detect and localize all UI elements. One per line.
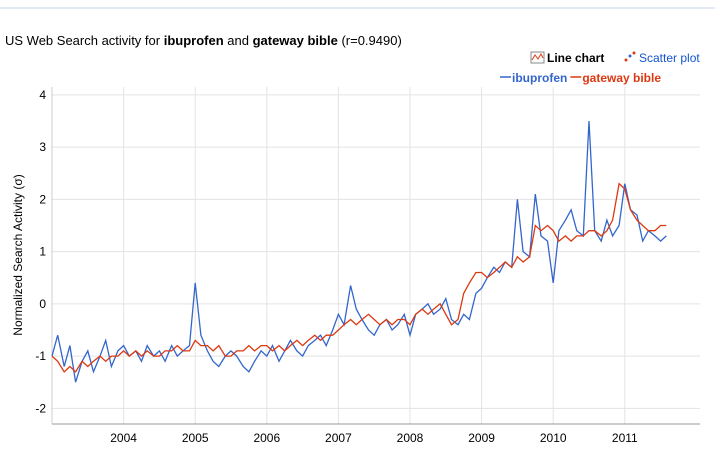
title-part: (r=0.9490) [338,33,402,48]
scatter-icon [628,54,632,58]
title-part: ibuprofen [164,33,224,48]
x-tick-label: 2004 [110,431,137,445]
y-tick-label: 4 [39,88,46,102]
control-label: Line chart [547,51,604,65]
legend-label: ibuprofen [512,71,567,85]
y-tick-label: 2 [39,192,46,206]
scatter-icon [624,58,628,62]
x-tick-label: 2005 [182,431,209,445]
line-icon-stroke [531,52,544,61]
title-part: and [224,33,253,48]
x-tick-label: 2011 [612,431,638,445]
y-tick-label: 3 [39,140,46,154]
series-line [51,182,667,373]
x-tick-label: 2010 [540,431,567,445]
series-line [51,120,667,383]
x-tick-label: 2007 [325,431,352,445]
title-part: gateway bible [253,33,338,48]
scatter-plot-toggle[interactable]: Scatter plot [624,51,701,65]
scatter-icon [632,51,636,55]
x-tick-label: 2006 [253,431,280,445]
y-tick-label: -2 [35,401,46,415]
line-chart-toggle[interactable]: Line chart [530,51,604,65]
x-tick-label: 2008 [397,431,424,445]
x-tick-label: 2009 [468,431,495,445]
y-tick-label: 1 [39,245,46,259]
y-axis-label: Normalized Search Activity (σ) [11,174,25,335]
y-tick-label: -1 [35,349,46,363]
legend-label: gateway bible [582,71,661,85]
control-label: Scatter plot [639,51,700,65]
title-part: US Web Search activity for [5,33,164,48]
chart-title: US Web Search activity for ibuprofen and… [5,33,402,48]
y-tick-label: 0 [39,297,46,311]
